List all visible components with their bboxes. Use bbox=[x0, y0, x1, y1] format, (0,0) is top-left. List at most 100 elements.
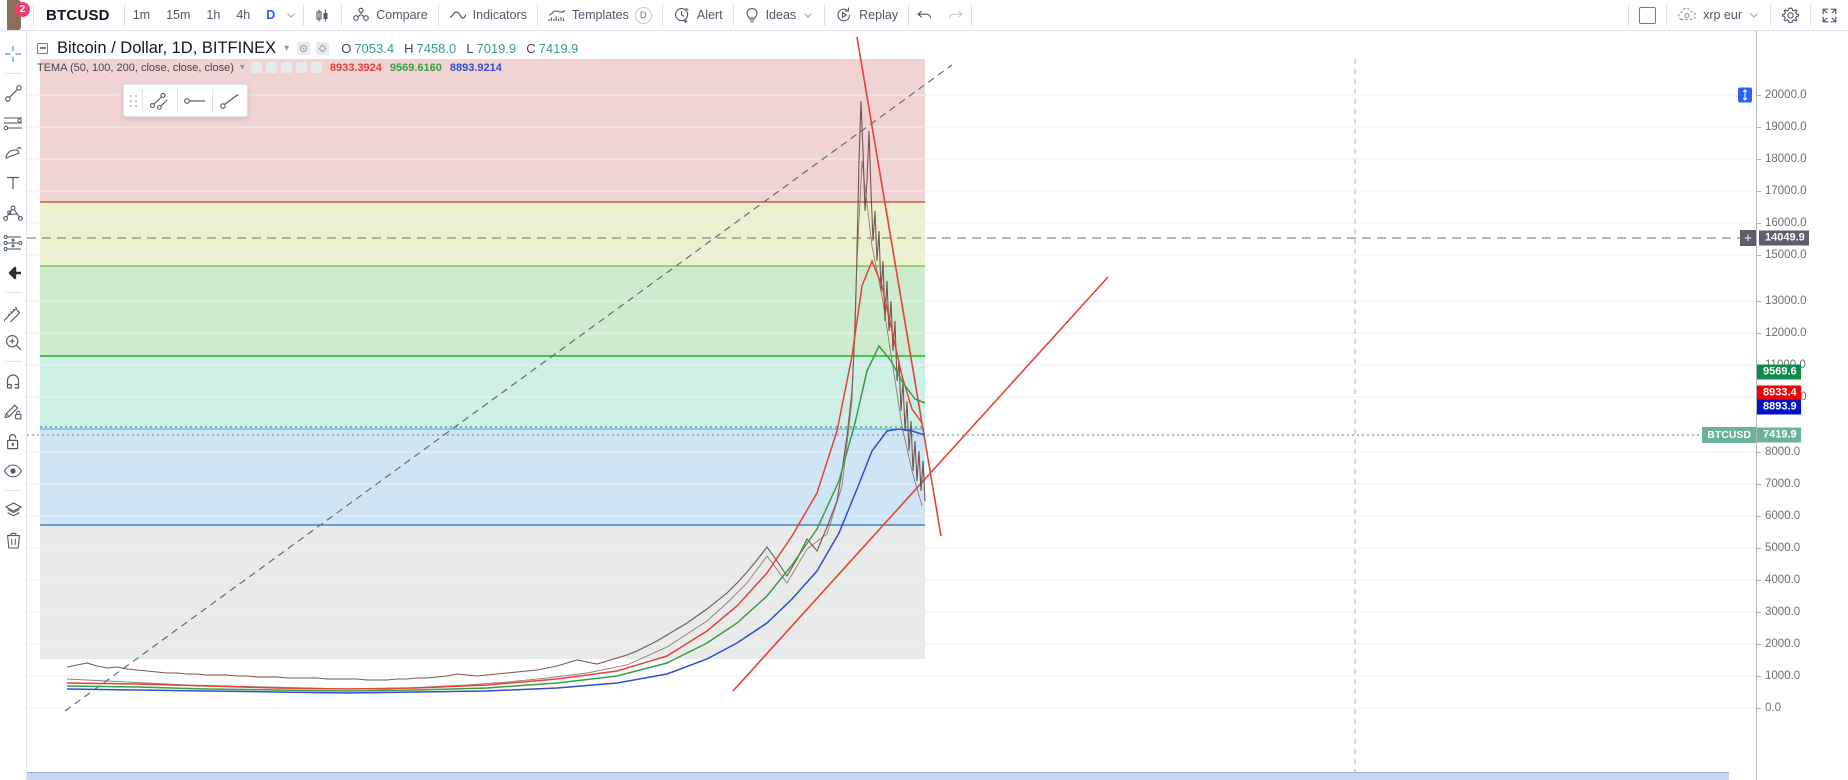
notification-badge[interactable]: 2 bbox=[15, 2, 30, 17]
sidebar-item-hide-drawings[interactable] bbox=[0, 456, 27, 486]
ohlc-high-key: H bbox=[404, 40, 414, 56]
scale-drag-handle[interactable] bbox=[1738, 87, 1752, 103]
red-zone bbox=[40, 59, 925, 202]
templates-label: Templates bbox=[571, 7, 629, 22]
fullscreen-button[interactable] bbox=[1811, 0, 1848, 30]
indicator-hide-icon[interactable] bbox=[250, 62, 262, 73]
indicators-button[interactable]: Indicators bbox=[439, 0, 537, 30]
layout-button[interactable] bbox=[1629, 0, 1666, 30]
trend-line-button[interactable] bbox=[143, 85, 177, 116]
sidebar-item-trend-line[interactable] bbox=[0, 78, 27, 108]
axis-tick: 17000.0 bbox=[1757, 185, 1807, 197]
toolbar-divider bbox=[908, 4, 910, 26]
toolbar-divider bbox=[1666, 4, 1668, 26]
ruler-icon bbox=[3, 306, 20, 322]
volume-pane-sliver bbox=[27, 772, 1729, 780]
compare-button[interactable]: Compare bbox=[342, 0, 437, 30]
sidebar-item-object-tree[interactable] bbox=[0, 495, 27, 525]
indicator-settings-icon[interactable] bbox=[265, 62, 277, 73]
sidebar-item-long-position[interactable] bbox=[0, 228, 27, 258]
axis-tick: 7000.0 bbox=[1756, 478, 1801, 490]
price-axis[interactable]: 20000.0 19000.0 18000.0 17000.0 16000.0 … bbox=[1756, 31, 1848, 780]
drag-grip-icon[interactable] bbox=[124, 85, 142, 116]
chevron-down-icon bbox=[287, 13, 296, 18]
last-price-tag: 7419.9 bbox=[1757, 427, 1801, 443]
crosshair-drag-handle[interactable]: + bbox=[1740, 230, 1756, 246]
ohlc-low-key: L bbox=[466, 40, 474, 56]
sidebar-item-stay-in-drawing-mode[interactable] bbox=[0, 396, 27, 426]
toolbar-divider bbox=[824, 4, 826, 26]
sidebar-item-remove-drawings[interactable] bbox=[0, 525, 27, 555]
toolbar-divider bbox=[33, 4, 34, 26]
axis-tick: 18000.0 bbox=[1757, 153, 1807, 165]
templates-badge: D bbox=[634, 6, 652, 24]
app-logo-badge[interactable]: 2 bbox=[0, 0, 33, 30]
indicator-move-icon[interactable] bbox=[295, 62, 307, 73]
replay-button[interactable]: Replay bbox=[825, 0, 908, 30]
toolbar-divider bbox=[536, 4, 538, 26]
templates-button[interactable]: Templates D bbox=[538, 0, 662, 30]
sidebar-item-parallel-channel[interactable] bbox=[0, 108, 27, 138]
timeframe-group: 1m 15m 1h 4h D bbox=[125, 0, 304, 30]
toolbar-divider bbox=[341, 4, 343, 26]
chevron-down-icon[interactable]: ▾ bbox=[239, 62, 245, 73]
alert-button[interactable]: Alert bbox=[663, 0, 733, 30]
hide-series-icon[interactable] bbox=[297, 41, 311, 55]
chart-container[interactable]: Bitcoin / Dollar, 1D, BITFINEX ▾ O 7053.… bbox=[27, 31, 1848, 780]
chart-title[interactable]: Bitcoin / Dollar, 1D, BITFINEX bbox=[57, 38, 277, 57]
toolbar-divider bbox=[177, 89, 178, 112]
timeframe-4h[interactable]: 4h bbox=[236, 8, 251, 22]
trash-icon bbox=[6, 532, 20, 549]
sidebar-item-pitchfork[interactable] bbox=[0, 198, 27, 228]
ideas-button[interactable]: Ideas bbox=[734, 0, 825, 30]
gear-icon bbox=[1781, 6, 1800, 25]
symbol-search-button[interactable]: BTCUSD bbox=[46, 6, 110, 24]
sidebar-divider bbox=[4, 292, 22, 293]
sidebar-item-text[interactable] bbox=[0, 168, 27, 198]
tema-fast-price-tag: 9569.6 bbox=[1757, 364, 1801, 380]
toolbar-divider bbox=[661, 4, 663, 26]
sidebar-divider bbox=[4, 361, 22, 362]
floating-drawing-toolbar[interactable] bbox=[123, 84, 248, 117]
timeframe-1h[interactable]: 1h bbox=[206, 8, 221, 22]
toolbar-divider bbox=[1770, 4, 1771, 26]
vertical-resize-icon bbox=[1742, 89, 1748, 101]
ray-line-icon bbox=[220, 93, 239, 109]
settings-button[interactable] bbox=[1771, 0, 1810, 30]
sidebar-item-zoom-in[interactable] bbox=[0, 327, 27, 357]
timeframe-dropdown-button[interactable] bbox=[283, 0, 303, 30]
chevron-down-icon bbox=[1750, 13, 1758, 18]
sidebar-item-magnet[interactable] bbox=[0, 366, 27, 396]
timeframe-d[interactable]: D bbox=[266, 8, 276, 22]
chevron-down-icon[interactable]: ▾ bbox=[284, 42, 290, 54]
indicator-name[interactable]: TEMA (50, 100, 200, close, close, close) bbox=[37, 61, 234, 74]
text-icon bbox=[7, 176, 19, 189]
sidebar-item-lock-drawings[interactable] bbox=[0, 426, 27, 456]
redo-icon bbox=[948, 10, 963, 18]
watchlist-button[interactable]: xrp eur bbox=[1667, 0, 1770, 30]
chart-type-button[interactable] bbox=[304, 0, 341, 30]
timeframe-1m[interactable]: 1m bbox=[132, 8, 151, 22]
timeframe-15m[interactable]: 15m bbox=[166, 8, 191, 22]
series-settings-icon[interactable] bbox=[316, 41, 330, 55]
sidebar-item-brush[interactable] bbox=[0, 138, 27, 168]
collapse-icon[interactable] bbox=[37, 42, 48, 54]
chart-plot-area[interactable] bbox=[27, 31, 1848, 780]
unlock-icon bbox=[6, 433, 19, 449]
ray-line-button[interactable] bbox=[213, 85, 247, 116]
horizontal-ray-button[interactable] bbox=[178, 85, 212, 116]
rising-dashed-support bbox=[64, 64, 953, 712]
indicator-visibility-icon[interactable] bbox=[280, 62, 292, 73]
eye-icon bbox=[3, 464, 23, 478]
axis-tick: 12000.0 bbox=[1757, 327, 1807, 339]
sidebar-item-crosshair[interactable] bbox=[0, 39, 27, 69]
undo-button[interactable] bbox=[909, 0, 940, 30]
sidebar-item-measure[interactable] bbox=[0, 297, 27, 327]
symbol-price-tag: BTCUSD bbox=[1702, 427, 1756, 443]
redo-button[interactable] bbox=[940, 0, 971, 30]
sidebar-item-arrow-marker[interactable] bbox=[0, 258, 27, 288]
indicator-close-icon[interactable] bbox=[310, 62, 322, 73]
tema-200-value: 8893.9214 bbox=[449, 61, 502, 74]
magnet-icon bbox=[6, 373, 20, 389]
falling-red-line bbox=[856, 36, 942, 537]
